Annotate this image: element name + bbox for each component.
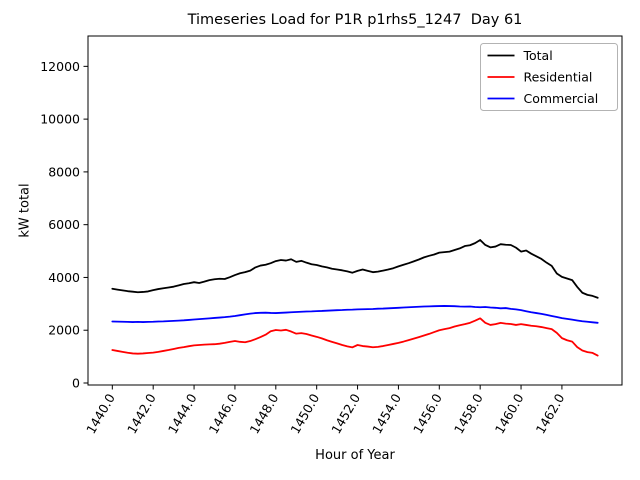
x-tick-label: 1450.0	[287, 391, 322, 436]
legend-item-label: Total	[523, 48, 553, 63]
x-tick-label: 1460.0	[492, 391, 527, 436]
plot-frame	[87, 35, 623, 386]
series-line-residential	[111, 317, 599, 357]
series-line-total	[111, 239, 599, 299]
x-tick-label: 1462.0	[533, 391, 568, 436]
x-tick-label: 1458.0	[451, 391, 486, 436]
x-tick-label: 1442.0	[124, 391, 159, 436]
y-tick-label: 6000	[48, 217, 80, 232]
legend-box	[480, 43, 618, 111]
x-tick-label: 1444.0	[165, 391, 200, 436]
x-tick-label: 1448.0	[247, 391, 282, 436]
y-tick-label: 2000	[48, 323, 80, 338]
legend-item-label: Residential	[524, 70, 593, 85]
legend-item-label: Commercial	[524, 91, 599, 106]
y-tick-label: 12000	[40, 59, 80, 74]
y-tick-label: 8000	[48, 164, 80, 179]
series-line-commercial	[111, 305, 599, 324]
chart-title: Timeseries Load for P1R p1rhs5_1247 Day …	[187, 12, 523, 28]
x-tick-label: 1446.0	[206, 391, 241, 436]
y-tick-label: 0	[72, 375, 80, 390]
y-tick-label: 10000	[40, 112, 80, 127]
y-tick-label: 4000	[48, 270, 80, 285]
x-axis-label: Hour of Year	[315, 448, 395, 463]
x-tick-label: 1440.0	[83, 391, 118, 436]
x-tick-label: 1456.0	[410, 391, 445, 436]
x-tick-label: 1452.0	[328, 391, 363, 436]
x-tick-label: 1454.0	[369, 391, 404, 436]
